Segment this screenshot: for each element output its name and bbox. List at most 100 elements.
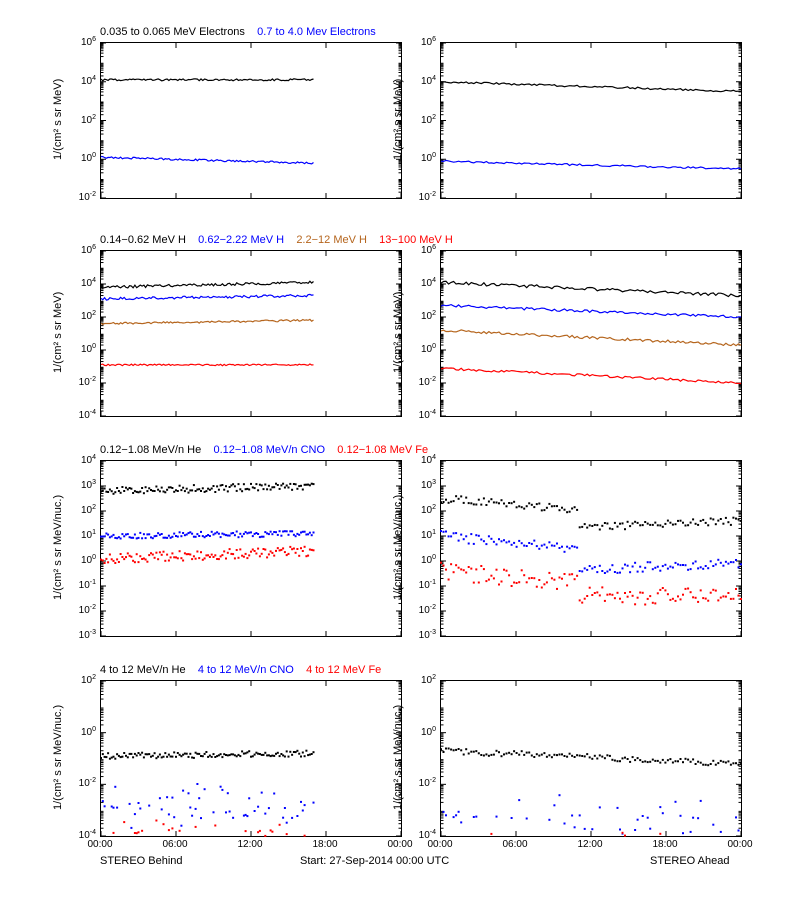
series-point [188, 792, 190, 794]
series-point [259, 484, 261, 486]
series-point [576, 547, 578, 549]
series-point [690, 568, 692, 570]
series-point [134, 534, 136, 536]
series-point [548, 572, 550, 574]
series-point [304, 804, 306, 806]
series-point [511, 502, 513, 504]
series-point [125, 556, 127, 558]
series-point [720, 562, 722, 564]
series-point [485, 504, 487, 506]
series-point [120, 538, 122, 540]
y-axis-label: 1/(cm² s sr MeV/nuc.) [392, 705, 404, 810]
series-line [441, 330, 741, 346]
series-point [150, 536, 152, 538]
series-point [576, 575, 578, 577]
series-point [248, 797, 250, 799]
series-point [611, 594, 613, 596]
series-point [692, 817, 694, 819]
series-point [493, 541, 495, 543]
series-point [168, 535, 170, 537]
series-point [604, 757, 606, 759]
series-point [255, 483, 257, 485]
series-point [121, 756, 123, 758]
plot-svg [101, 461, 401, 636]
series-point [154, 535, 156, 537]
series-point [475, 816, 477, 818]
series-point [241, 535, 243, 537]
x-tick-label: 12:00 [237, 839, 262, 850]
series-point [639, 759, 641, 761]
series-point [159, 797, 161, 799]
series-point [182, 754, 184, 756]
y-tick-label: 103 [396, 479, 436, 491]
x-tick-label: 06:00 [502, 839, 527, 850]
bottom-label-center: Start: 27-Sep-2014 00:00 UTC [300, 855, 449, 867]
series-point [289, 751, 291, 753]
series-point [302, 550, 304, 552]
series-point [490, 538, 492, 540]
series-point [697, 567, 699, 569]
series-point [465, 497, 467, 499]
series-point [282, 817, 284, 819]
series-point [221, 756, 223, 758]
series-point [662, 526, 664, 528]
series-point [138, 831, 140, 833]
title-segment: 0.035 to 0.065 MeV Electrons [100, 26, 245, 38]
series-point [460, 821, 462, 823]
series-point [264, 752, 266, 754]
series-point [238, 483, 240, 485]
series-point [164, 537, 166, 539]
series-point [559, 754, 561, 756]
series-point [569, 511, 571, 513]
series-point [261, 484, 263, 486]
series-point [254, 550, 256, 552]
series-point [649, 828, 651, 830]
series-point [138, 802, 140, 804]
series-point [130, 827, 132, 829]
y-tick-label: 10-2 [56, 604, 96, 616]
plot-svg [101, 43, 401, 198]
series-point [717, 520, 719, 522]
series-point [232, 753, 234, 755]
series-point [548, 503, 550, 505]
series-point [175, 756, 177, 758]
series-point [450, 563, 452, 565]
series-point [440, 562, 442, 564]
series-point [581, 526, 583, 528]
series-point [485, 580, 487, 582]
series-point [279, 755, 281, 757]
series-point [465, 572, 467, 574]
series-point [109, 536, 111, 538]
series-point [134, 813, 136, 815]
series-point [200, 531, 202, 533]
series-point [700, 566, 702, 568]
y-tick-label: 102 [56, 113, 96, 125]
series-point [304, 546, 306, 548]
series-point [589, 524, 591, 526]
series-point [455, 749, 457, 751]
series-point [273, 755, 275, 757]
series-point [186, 753, 188, 755]
plot-svg [441, 461, 741, 636]
series-point [118, 536, 120, 538]
series-line [441, 281, 741, 296]
series-point [218, 754, 220, 756]
series-point [569, 574, 571, 576]
series-point [148, 533, 150, 535]
series-point [213, 811, 215, 813]
series-point [629, 571, 631, 573]
series-point [121, 556, 123, 558]
series-point [468, 543, 470, 545]
plot-svg [441, 681, 741, 836]
series-point [146, 533, 148, 535]
series-point [116, 753, 118, 755]
series-point [649, 761, 651, 763]
series-point [700, 800, 702, 802]
series-point [304, 484, 306, 486]
series-point [118, 490, 120, 492]
series-point [170, 486, 172, 488]
series-point [277, 534, 279, 536]
series-point [493, 577, 495, 579]
series-point [257, 806, 259, 808]
series-point [662, 565, 664, 567]
